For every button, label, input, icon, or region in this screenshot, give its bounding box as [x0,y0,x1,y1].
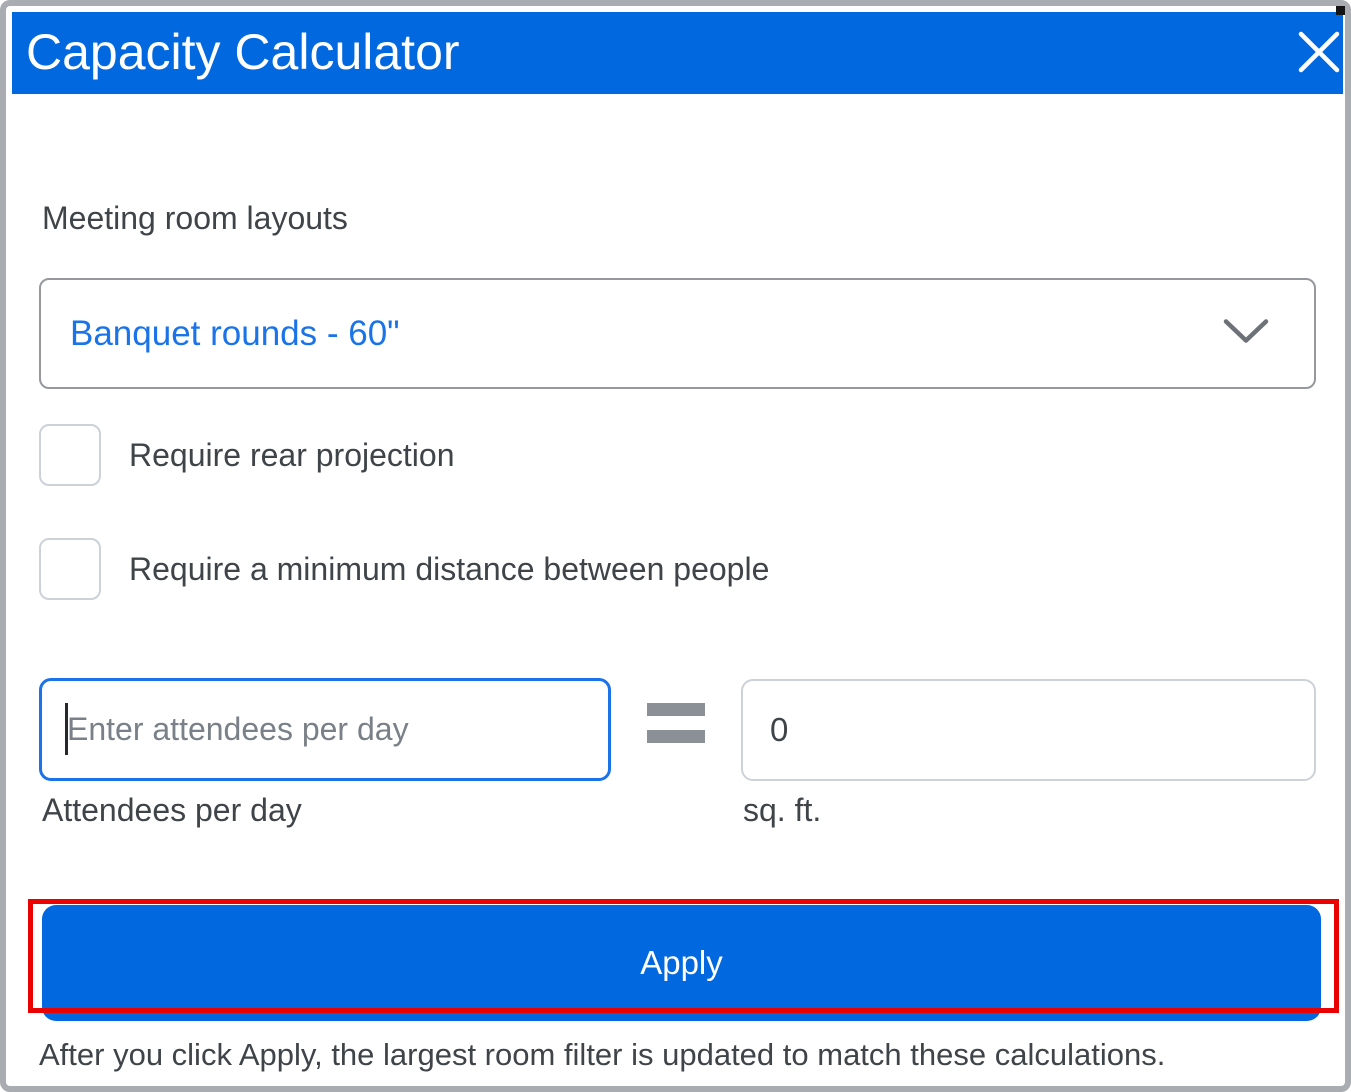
minimum-distance-label: Require a minimum distance between peopl… [129,550,770,587]
apply-button[interactable]: Apply [42,905,1321,1021]
sqft-input[interactable] [741,679,1316,781]
rear-projection-label: Require rear projection [129,436,455,473]
minimum-distance-checkbox[interactable] [39,538,101,600]
dialog-title: Capacity Calculator [26,24,460,80]
layout-dropdown-value: Banquet rounds - 60" [70,313,400,353]
chevron-down-icon [1222,317,1270,350]
rear-projection-checkbox[interactable] [39,424,101,486]
layout-label: Meeting room layouts [42,200,348,236]
minimum-distance-row: Require a minimum distance between peopl… [39,538,769,600]
dialog-header: Capacity Calculator [12,12,1343,94]
attendees-input[interactable] [39,678,611,781]
attendees-label: Attendees per day [42,792,302,828]
cursor-artifact [1336,6,1345,15]
layout-dropdown[interactable]: Banquet rounds - 60" [39,278,1316,389]
rear-projection-row: Require rear projection [39,424,455,486]
sqft-label: sq. ft. [743,792,822,828]
close-icon[interactable] [1295,28,1343,76]
equals-icon [647,703,705,743]
footer-note: After you click Apply, the largest room … [39,1037,1166,1072]
